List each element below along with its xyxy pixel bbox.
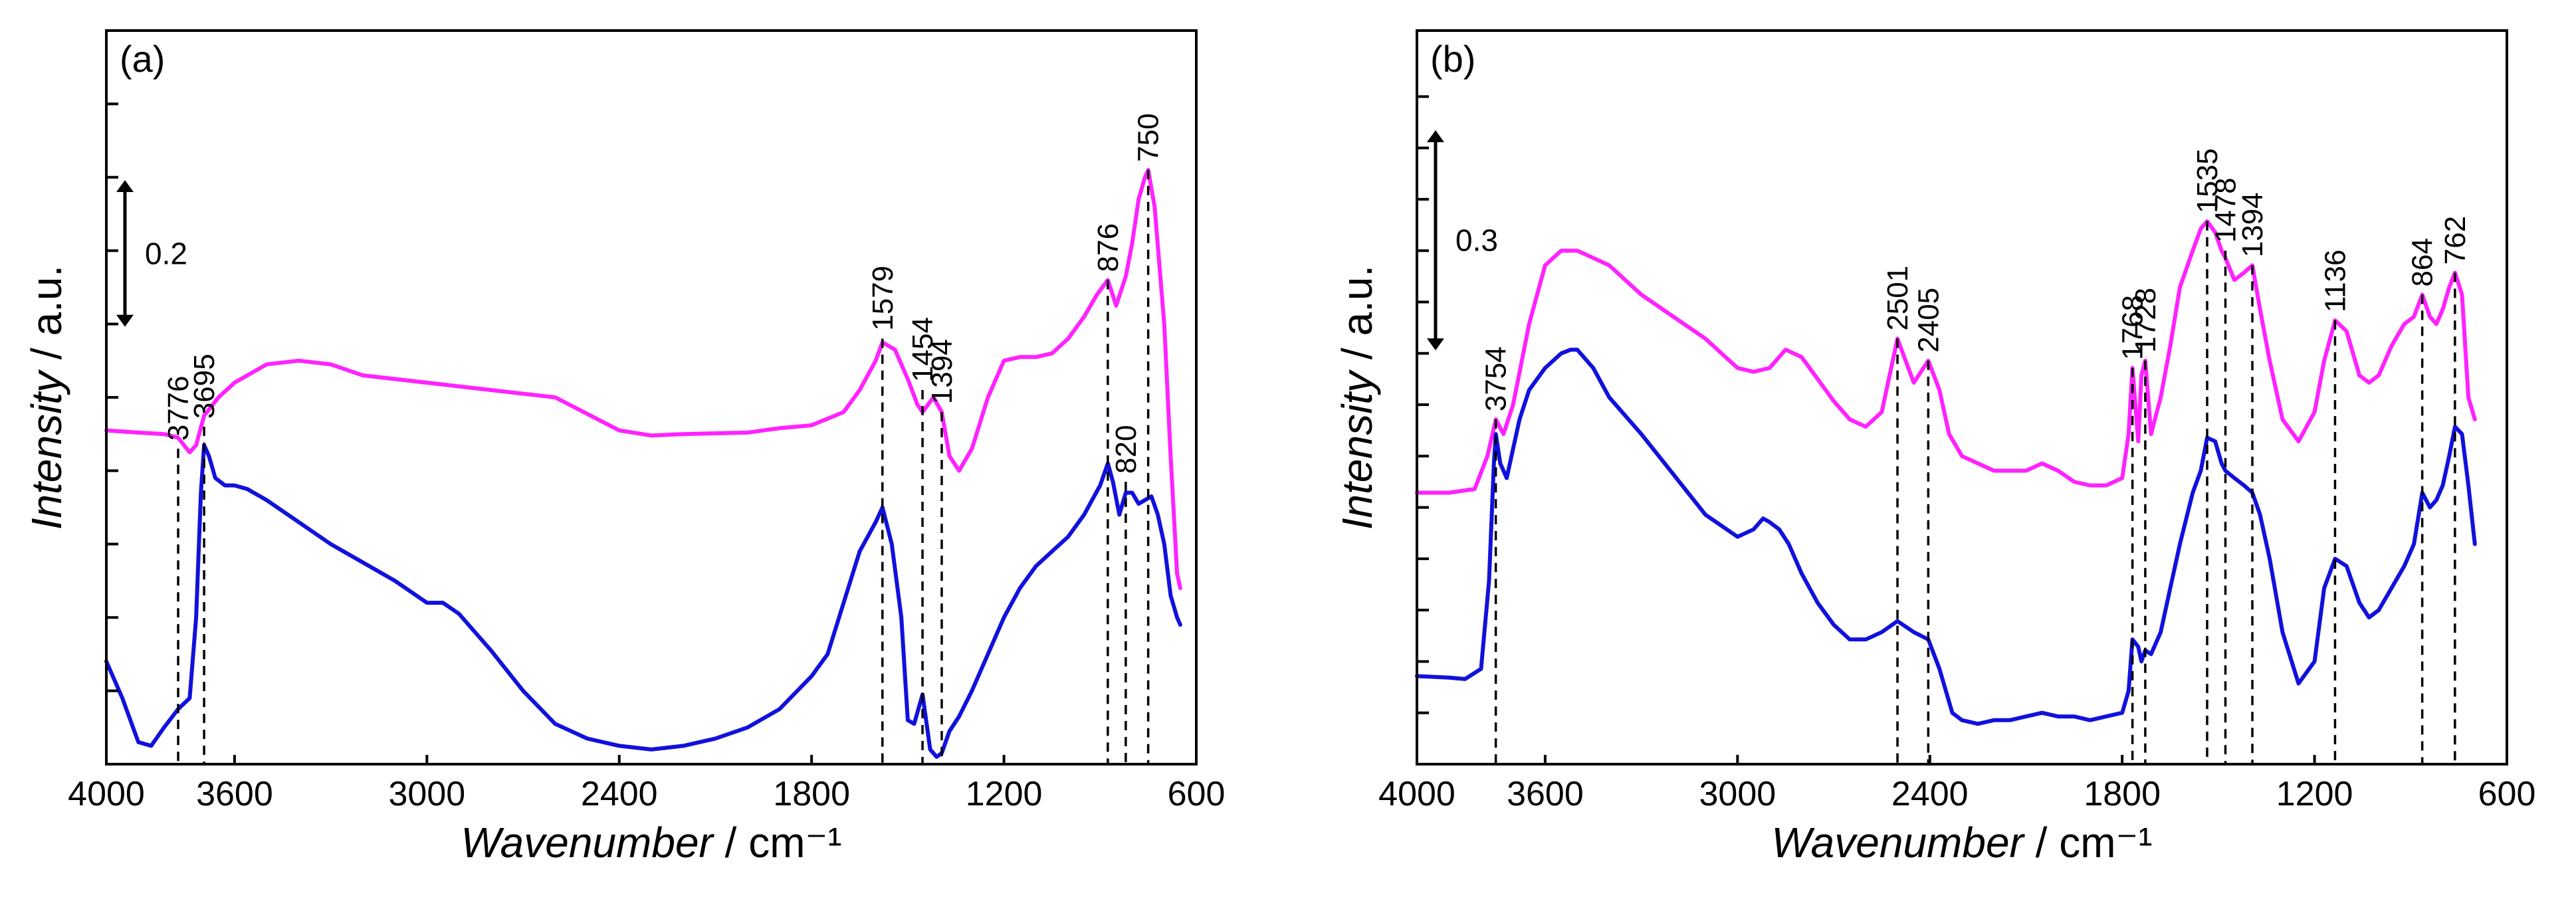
peak-label: 3695 bbox=[188, 354, 221, 419]
peak-label: 2405 bbox=[1912, 288, 1945, 353]
peak-label: 1728 bbox=[2129, 288, 2162, 353]
y-axis-unit: / a.u. bbox=[23, 265, 70, 371]
scale-bar-label: 0.2 bbox=[145, 236, 187, 270]
x-axis-unit: / cm⁻¹ bbox=[2024, 819, 2153, 866]
peak-label: 820 bbox=[1110, 425, 1142, 474]
peak-label: 762 bbox=[2439, 216, 2472, 264]
x-tick-label: 600 bbox=[1168, 775, 1226, 813]
y-axis-variable: Intensity bbox=[23, 369, 70, 530]
series-upper-line bbox=[104, 167, 1182, 590]
arrow-up-icon bbox=[1427, 130, 1444, 142]
scale-bar: 0.3 bbox=[1427, 130, 1498, 351]
arrow-up-icon bbox=[116, 180, 134, 192]
series-lower-line bbox=[104, 443, 1182, 759]
x-axis-variable: Wavenumber bbox=[461, 819, 714, 866]
peak-label: 864 bbox=[2407, 238, 2439, 286]
panel-label: (b) bbox=[1430, 38, 1475, 80]
peak-label: 1478 bbox=[2209, 177, 2242, 243]
x-tick-label: 4000 bbox=[68, 775, 145, 813]
peak-label: 1579 bbox=[867, 266, 899, 331]
y-axis-title: Intensity / a.u. bbox=[23, 265, 70, 530]
peak-label: 3776 bbox=[162, 375, 195, 441]
x-tick-label: 3000 bbox=[1699, 775, 1776, 813]
y-axis-title: Intensity / a.u. bbox=[1333, 265, 1381, 530]
peak-label: 1535 bbox=[2191, 148, 2224, 213]
plot-frame bbox=[1416, 29, 2508, 765]
arrow-down-icon bbox=[1427, 338, 1444, 351]
peak-label: 1136 bbox=[2319, 249, 2351, 312]
x-tick-label: 600 bbox=[2478, 775, 2536, 813]
x-tick-label: 2400 bbox=[1891, 775, 1969, 813]
y-axis-unit: / a.u. bbox=[1333, 265, 1381, 371]
arrow-down-icon bbox=[116, 314, 134, 327]
series-upper-line bbox=[1415, 219, 2477, 495]
x-tick-label: 4000 bbox=[1378, 775, 1455, 813]
x-axis-title: Wavenumber / cm⁻¹ bbox=[461, 819, 841, 866]
x-tick-label: 2400 bbox=[581, 775, 658, 813]
peak-label: 1394 bbox=[2236, 192, 2269, 257]
plot-frame bbox=[105, 29, 1198, 765]
y-axis-variable: Intensity bbox=[1333, 369, 1381, 530]
panel-a: 4000 3600 3000 2400 1800 1200 600 (a) 0.2 3776369… bbox=[23, 29, 1226, 866]
peak-label: 3754 bbox=[1480, 346, 1513, 411]
x-axis-variable: Wavenumber bbox=[1771, 819, 2025, 866]
peak-label: 750 bbox=[1132, 113, 1165, 161]
peak-label: 1454 bbox=[907, 317, 939, 382]
peak-label: 2501 bbox=[1881, 266, 1914, 331]
x-tick-label: 3600 bbox=[1507, 775, 1584, 813]
peak-label: 1768 bbox=[2117, 295, 2149, 360]
x-axis-title: Wavenumber / cm⁻¹ bbox=[1771, 819, 2152, 866]
x-axis-unit: / cm⁻¹ bbox=[713, 819, 842, 866]
series-lower-line bbox=[1415, 348, 2477, 726]
x-tick-label: 1800 bbox=[773, 775, 850, 813]
x-tick-label: 1200 bbox=[966, 775, 1043, 813]
peak-label: 876 bbox=[1092, 223, 1125, 272]
scale-bar: 0.2 bbox=[116, 180, 187, 327]
x-tick-label: 1200 bbox=[2276, 775, 2353, 813]
scale-bar-label: 0.3 bbox=[1455, 223, 1498, 258]
x-tick-label: 3000 bbox=[389, 775, 466, 813]
panel-b: 4000 3600 3000 2400 1800 1200 600 (b) 0.3 3754 250… bbox=[1333, 29, 2536, 866]
x-tick-label: 1800 bbox=[2084, 775, 2161, 813]
panel-label: (a) bbox=[120, 38, 165, 80]
peak-label: 1394 bbox=[926, 339, 958, 404]
x-tick-label: 3600 bbox=[196, 775, 273, 813]
